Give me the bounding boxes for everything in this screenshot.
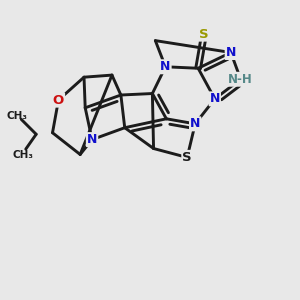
Text: N-H: N-H (228, 73, 253, 86)
Text: N: N (190, 117, 200, 130)
Text: N: N (87, 133, 97, 146)
Text: N: N (160, 60, 171, 73)
Text: N: N (210, 92, 220, 105)
Text: N: N (226, 46, 236, 59)
Text: S: S (182, 151, 192, 164)
Text: S: S (199, 28, 209, 40)
Text: CH₃: CH₃ (6, 111, 27, 122)
Text: CH₃: CH₃ (12, 150, 33, 160)
Text: O: O (53, 94, 64, 106)
